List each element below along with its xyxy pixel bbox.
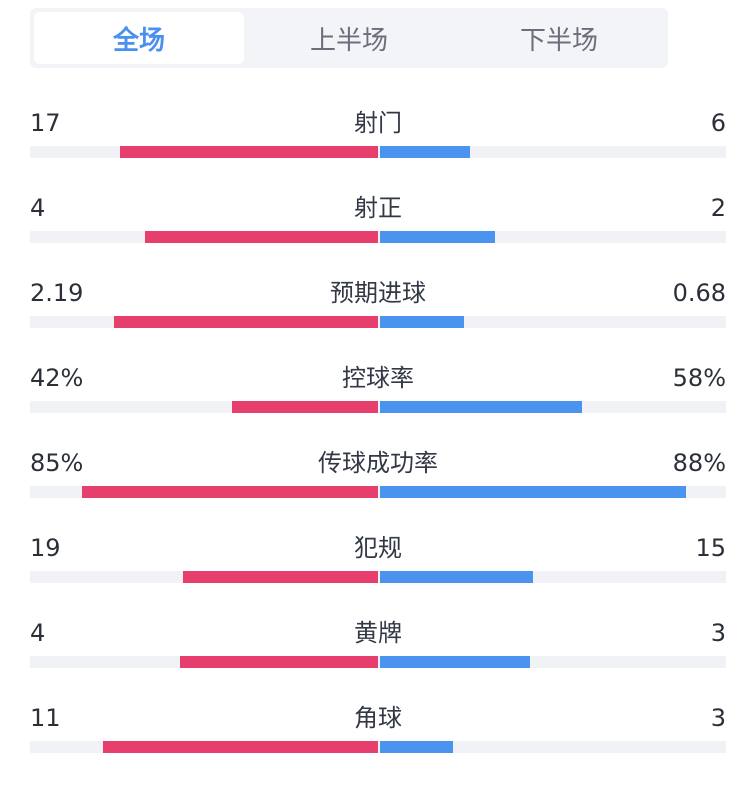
home-value: 2.19 (30, 279, 84, 307)
tab-first-half[interactable]: 上半场 (309, 25, 388, 56)
stat-label: 控球率 (342, 364, 414, 392)
away-bar (380, 231, 495, 243)
away-bar (380, 316, 464, 328)
away-bar (380, 486, 686, 498)
away-bar (380, 741, 453, 753)
away-bar (380, 656, 530, 668)
period-tabs: 全场 上半场 下半场 (30, 8, 668, 68)
stat-track (30, 486, 726, 498)
stat-track (30, 146, 726, 158)
home-bar (183, 571, 378, 583)
stat-label: 角球 (354, 704, 402, 732)
away-value: 6 (710, 109, 726, 137)
away-value: 0.68 (672, 279, 726, 307)
stat-row-possession: 42% 控球率 58% (30, 364, 726, 452)
away-value: 15 (695, 534, 726, 562)
home-value: 19 (30, 534, 61, 562)
away-value: 2 (710, 194, 726, 222)
tab-full-match[interactable]: 全场 (34, 12, 244, 64)
tab-second-half[interactable]: 下半场 (519, 25, 598, 56)
stat-row-shots: 17 射门 6 (30, 109, 726, 197)
stat-row-fouls: 19 犯规 15 (30, 534, 726, 622)
home-value: 85% (30, 449, 84, 477)
stat-track (30, 231, 726, 243)
home-bar (114, 316, 378, 328)
home-value: 42% (30, 364, 84, 392)
away-bar (380, 146, 470, 158)
away-value: 88% (672, 449, 726, 477)
stat-label: 传球成功率 (318, 449, 438, 477)
home-bar (103, 741, 378, 753)
stat-row-pass-accuracy: 85% 传球成功率 88% (30, 449, 726, 537)
home-bar (180, 656, 378, 668)
away-value: 3 (710, 619, 726, 647)
stat-row-shots-on-target: 4 射正 2 (30, 194, 726, 282)
stat-label: 预期进球 (330, 279, 426, 307)
home-value: 17 (30, 109, 61, 137)
home-bar (120, 146, 378, 158)
stat-label: 犯规 (354, 534, 402, 562)
home-value: 11 (30, 704, 61, 732)
away-bar (380, 401, 582, 413)
home-bar (232, 401, 378, 413)
stat-track (30, 316, 726, 328)
stat-label: 黄牌 (354, 619, 402, 647)
stat-row-yellow-cards: 4 黄牌 3 (30, 619, 726, 707)
away-value: 58% (672, 364, 726, 392)
away-bar (380, 571, 533, 583)
stat-track (30, 656, 726, 668)
stat-row-expected-goals: 2.19 预期进球 0.68 (30, 279, 726, 367)
stat-track (30, 571, 726, 583)
home-value: 4 (30, 194, 46, 222)
stat-track (30, 741, 726, 753)
home-bar (145, 231, 378, 243)
stat-track (30, 401, 726, 413)
home-bar (82, 486, 378, 498)
stat-label: 射门 (354, 109, 402, 137)
stat-label: 射正 (354, 194, 402, 222)
away-value: 3 (710, 704, 726, 732)
home-value: 4 (30, 619, 46, 647)
stat-row-corners: 11 角球 3 (30, 704, 726, 792)
